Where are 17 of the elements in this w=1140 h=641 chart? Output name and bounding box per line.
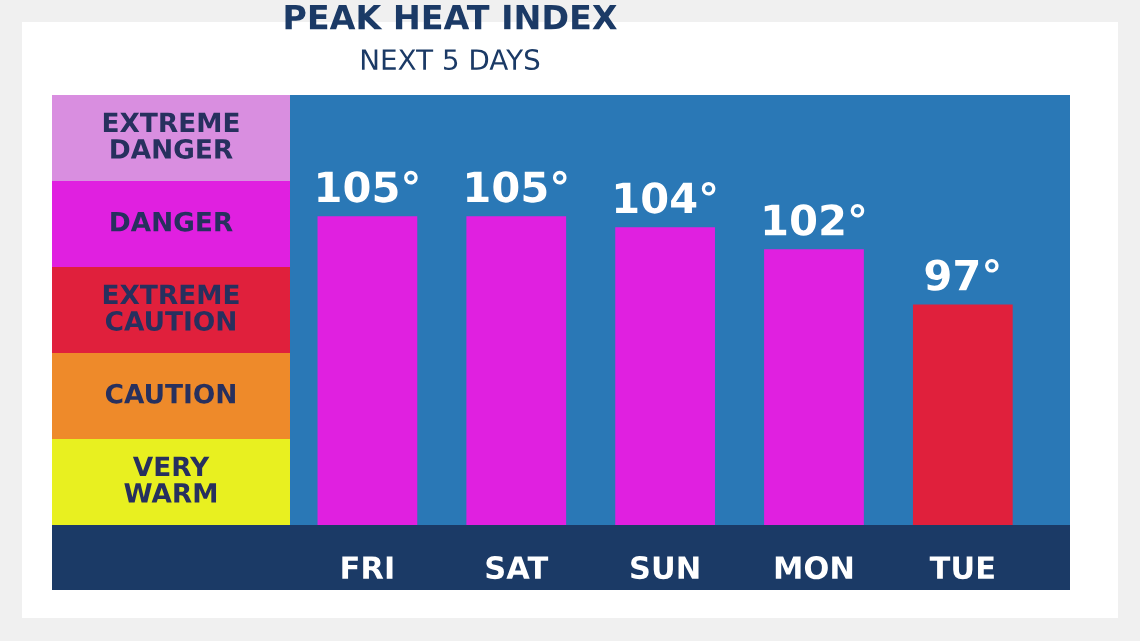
text: EXTREME CAUTION — [103, 284, 239, 331]
x-tick-label: TUE — [929, 556, 994, 580]
text: EXTREME DANGER — [103, 112, 239, 159]
x-tick-label: FRI — [342, 556, 393, 579]
data-label: 105° — [467, 170, 567, 203]
data-label: 97° — [925, 259, 999, 291]
data-label: 102° — [764, 203, 865, 236]
chart-title: PEAK HEAT INDEX — [285, 4, 617, 30]
x-tick-label: SAT — [486, 556, 549, 580]
text: CAUTION — [105, 383, 235, 404]
data-label: 104° — [615, 181, 716, 214]
text: VERY WARM — [124, 456, 217, 503]
x-tick-label: SUN — [631, 556, 699, 580]
data-label: 105° — [318, 170, 418, 203]
chart-subtitle: NEXT 5 DAYS — [361, 49, 540, 71]
text: DANGER — [111, 211, 233, 232]
x-tick-label: MON — [775, 556, 853, 580]
